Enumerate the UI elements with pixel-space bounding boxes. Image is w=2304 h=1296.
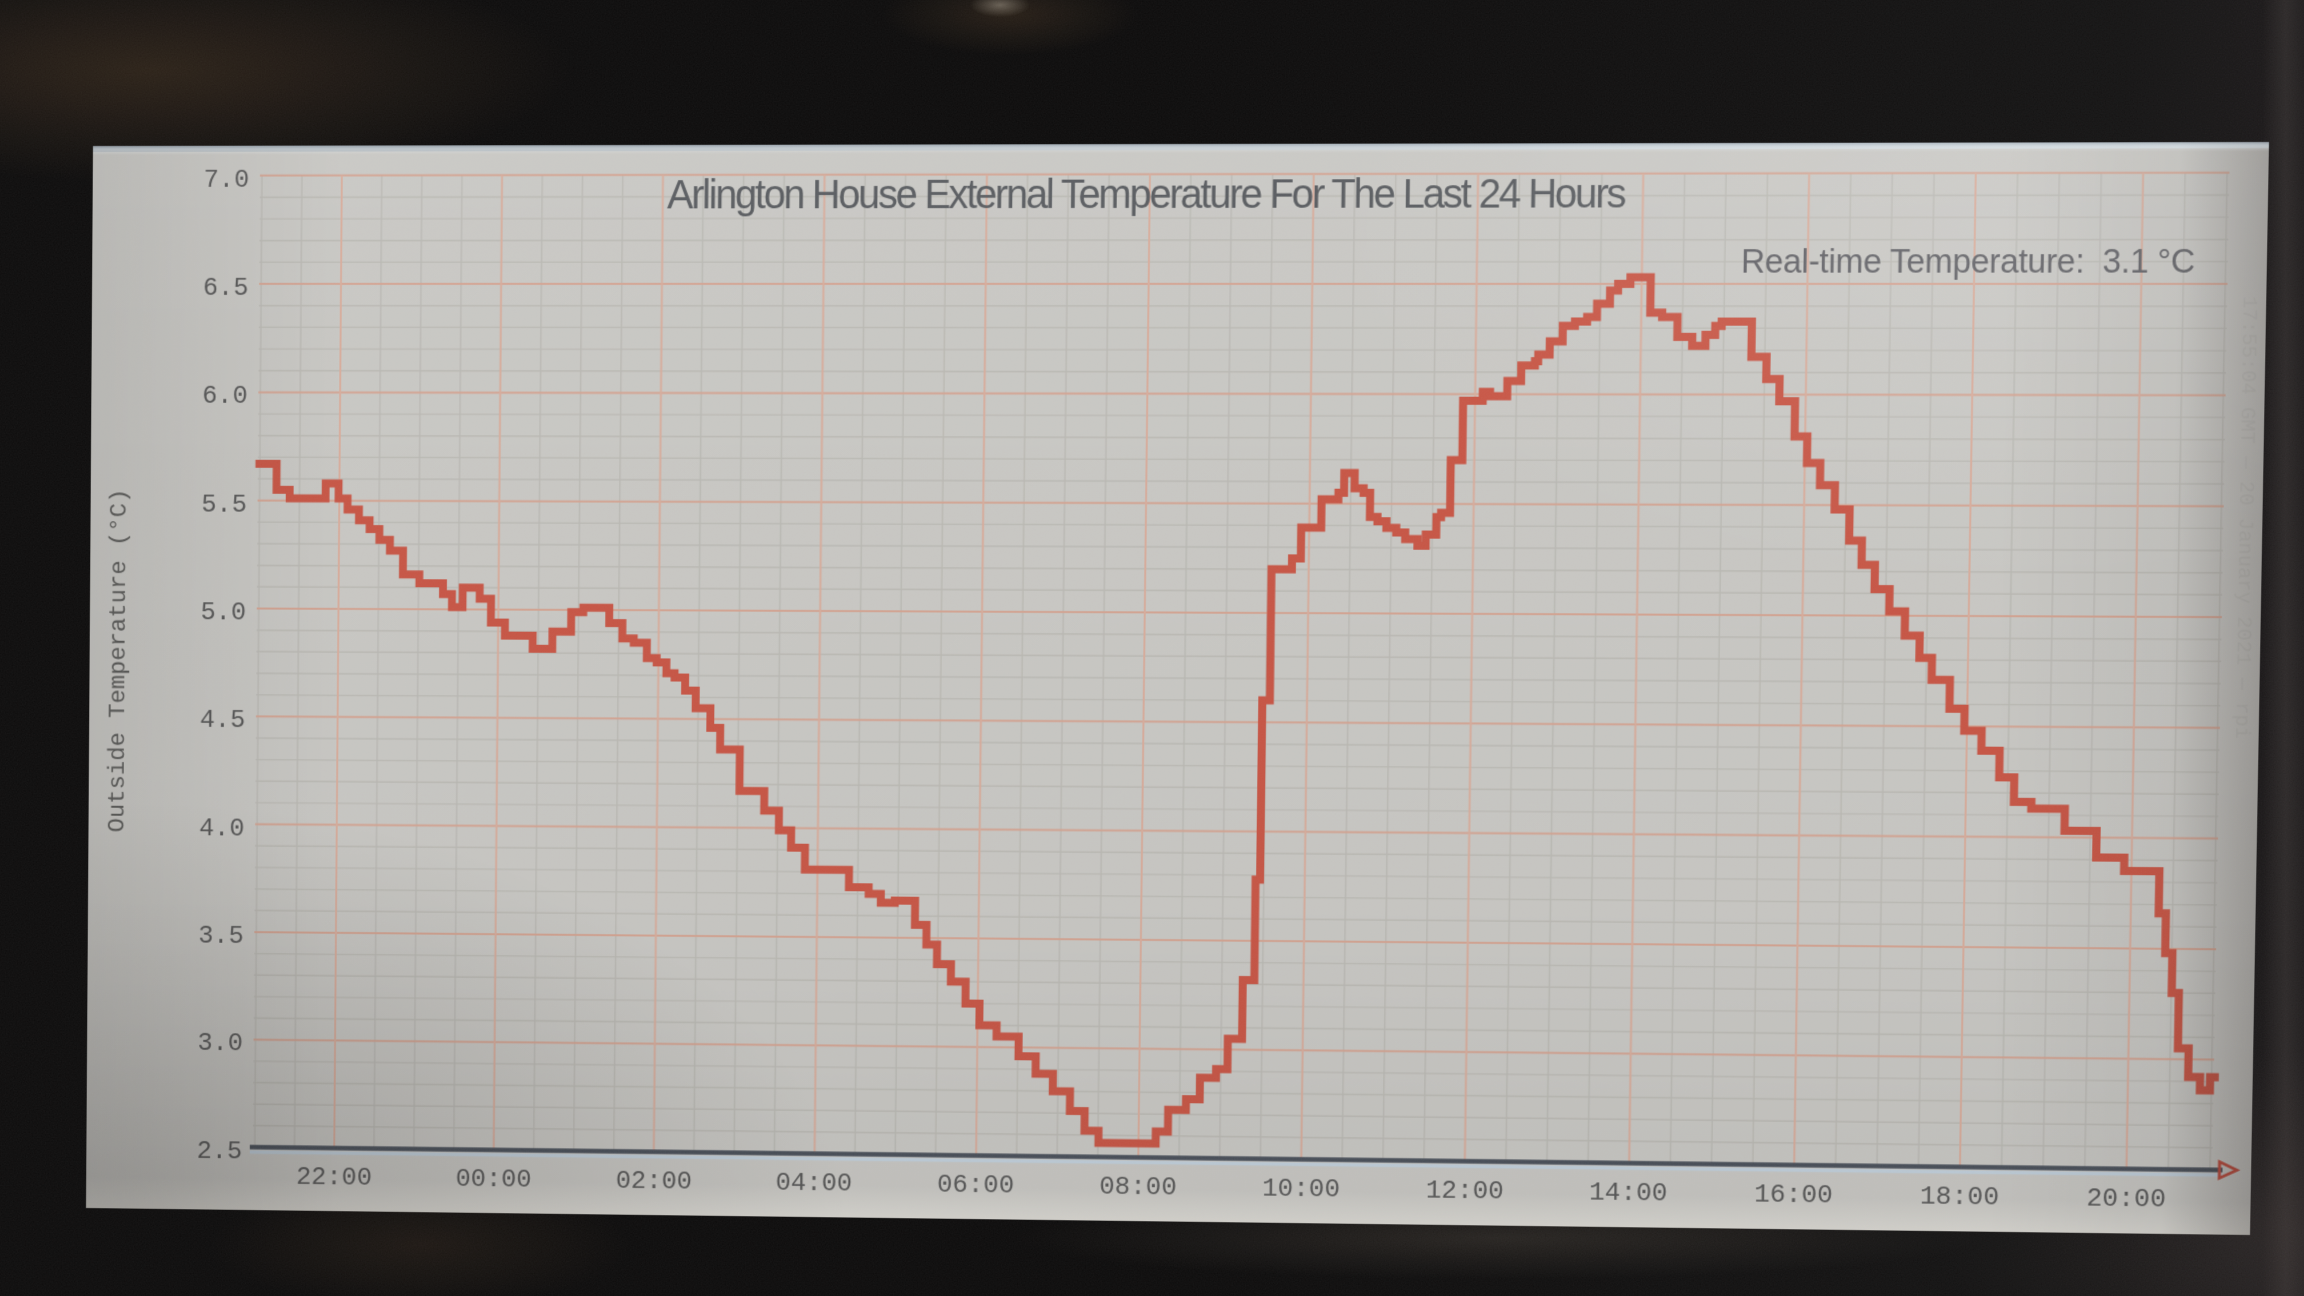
svg-text:14:00: 14:00 <box>1589 1178 1668 1209</box>
svg-text:3.0: 3.0 <box>197 1029 243 1059</box>
svg-text:22:00: 22:00 <box>296 1163 372 1193</box>
svg-text:Arlington House External Tempe: Arlington House External Temperature For… <box>667 171 1626 217</box>
svg-text:Real-time Temperature: 3.1 °C: Real-time Temperature: 3.1 °C <box>1741 242 2195 280</box>
svg-text:4.5: 4.5 <box>200 706 246 736</box>
svg-text:7.0: 7.0 <box>204 165 250 195</box>
svg-text:2.5: 2.5 <box>197 1137 243 1167</box>
svg-text:04:00: 04:00 <box>775 1168 852 1198</box>
svg-text:08:00: 08:00 <box>1099 1172 1177 1202</box>
svg-text:02:00: 02:00 <box>616 1166 693 1196</box>
svg-text:16:00: 16:00 <box>1754 1180 1833 1211</box>
svg-text:6.0: 6.0 <box>202 381 248 410</box>
svg-text:6.5: 6.5 <box>203 274 249 303</box>
svg-text:12:00: 12:00 <box>1426 1176 1504 1207</box>
svg-text:18:00: 18:00 <box>1920 1182 2000 1213</box>
svg-text:00:00: 00:00 <box>455 1165 531 1195</box>
svg-text:3.5: 3.5 <box>198 921 244 951</box>
svg-text:10:00: 10:00 <box>1262 1174 1340 1205</box>
svg-text:5.0: 5.0 <box>200 598 246 628</box>
svg-text:06:00: 06:00 <box>937 1170 1014 1200</box>
svg-text:Outside Temperature (°C): Outside Temperature (°C) <box>105 489 134 833</box>
svg-text:5.5: 5.5 <box>201 490 247 520</box>
svg-text:20:00: 20:00 <box>2086 1184 2166 1215</box>
svg-text:17:55:04 GMT — 20 January 2021: 17:55:04 GMT — 20 January 2021 — rpi <box>2230 296 2261 739</box>
svg-text:4.0: 4.0 <box>199 814 245 844</box>
